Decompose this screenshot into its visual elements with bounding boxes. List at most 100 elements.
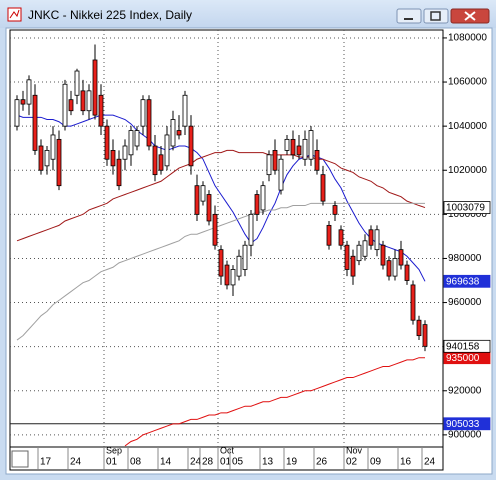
candle-body [146, 99, 152, 147]
price-label-box [443, 417, 491, 431]
candle-body [320, 174, 326, 202]
candle-body [26, 79, 32, 105]
moving-average-line [124, 357, 425, 447]
candle-body [236, 255, 242, 277]
x-tick-label: 24 [424, 457, 436, 468]
candle-body [140, 99, 146, 127]
close-glyph [464, 11, 476, 21]
candle-body [44, 150, 50, 167]
month-label: Oct [220, 445, 235, 455]
candle-body [194, 185, 200, 215]
candle-body [284, 138, 290, 151]
candle-body [68, 99, 74, 112]
candle-body [278, 158, 284, 191]
price-label: 1003079 [446, 203, 485, 214]
x-tick-label: 26 [316, 457, 328, 468]
candle-body [200, 185, 206, 202]
candle-body [128, 130, 134, 156]
price-label: 940158 [446, 341, 480, 352]
y-tick-label: 900000 [448, 430, 482, 441]
moving-average-line [16, 114, 426, 282]
candle-body [410, 284, 416, 321]
month-label: Sep [106, 445, 122, 455]
x-tick-label: 24 [70, 457, 82, 468]
candle-body [272, 150, 278, 171]
candle-body [380, 244, 386, 266]
candle-body [50, 134, 56, 160]
candle-body [392, 258, 398, 277]
candle-body [386, 260, 392, 277]
candle-body [176, 130, 182, 136]
candle-body [302, 138, 308, 160]
y-tick-label: 1080000 [448, 33, 487, 44]
y-tick-label: 1000000 [448, 209, 487, 220]
month-label: Nov [346, 445, 363, 455]
candle-body [86, 90, 92, 112]
candle-body [224, 264, 230, 286]
candle-body [398, 249, 404, 266]
candle-body [14, 99, 20, 127]
candle-body [332, 205, 338, 215]
candle-body [152, 145, 158, 176]
x-axis-strip [9, 446, 444, 471]
candle-body [326, 224, 332, 246]
price-label: 969638 [446, 276, 480, 287]
y-tick-label: 960000 [448, 297, 482, 308]
y-tick-label: 1060000 [448, 77, 487, 88]
x-tick-label: 19 [286, 457, 298, 468]
candle-body [374, 229, 380, 251]
candle-body [104, 125, 110, 160]
x-tick-label: 02 [346, 457, 358, 468]
x-tick-label: 17 [40, 457, 52, 468]
minimize-button[interactable] [396, 8, 422, 24]
candle-body [74, 70, 80, 96]
y-tick-label: 1040000 [448, 121, 487, 132]
maximize-button[interactable] [423, 8, 449, 24]
candle-body [122, 145, 128, 160]
candle-body [344, 244, 350, 270]
candle-body [212, 213, 218, 246]
candle-body [116, 158, 122, 187]
price-label: 935000 [446, 353, 480, 364]
candle-body [182, 94, 188, 127]
candle-body [62, 83, 68, 127]
candle-body [248, 213, 254, 246]
x-tick-label: 28 [202, 457, 214, 468]
plot-layer [10, 30, 443, 447]
candle-body [422, 324, 428, 347]
corner-box [11, 450, 29, 468]
candle-body [20, 99, 26, 105]
candle-body [134, 130, 140, 147]
window-icon [7, 7, 22, 22]
candle-body [362, 240, 368, 257]
candle-body [338, 229, 344, 246]
moving-average-line [16, 202, 425, 341]
price-label-box [443, 274, 491, 288]
candle-body [206, 194, 212, 222]
candle-body [158, 154, 164, 171]
candle-body [98, 94, 104, 127]
candle-body [218, 249, 224, 277]
maximize-glyph [430, 11, 441, 21]
candle-body [110, 150, 116, 167]
candle-body [38, 145, 44, 171]
y-tick-label: 920000 [448, 385, 482, 396]
candle-body [260, 185, 266, 211]
candle-body [356, 244, 362, 262]
candle-body [92, 59, 98, 116]
x-tick-label: 16 [400, 457, 412, 468]
candle-body [290, 138, 296, 156]
candle-body [350, 255, 356, 277]
window-title: JNKC - Nikkei 225 Index, Daily [28, 8, 192, 22]
candle-body [308, 130, 314, 160]
y-tick-label: 980000 [448, 253, 482, 264]
price-label-box [443, 201, 491, 214]
candle-body [80, 90, 86, 112]
candle-body [32, 94, 38, 151]
candle-body [296, 145, 302, 156]
x-tick-label: 01 [106, 457, 118, 468]
candle-body [368, 229, 374, 246]
candle-body [164, 134, 170, 167]
x-tick-label: 05 [232, 457, 244, 468]
candle-body [56, 138, 62, 187]
